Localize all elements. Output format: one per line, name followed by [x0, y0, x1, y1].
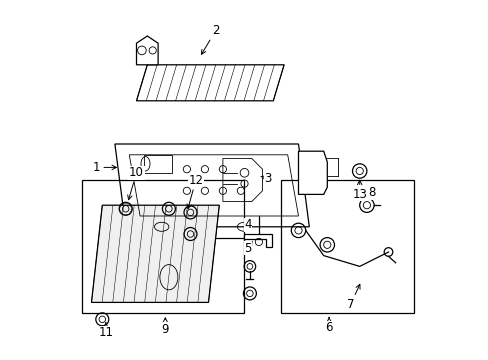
Text: 5: 5	[244, 241, 252, 255]
Text: 6: 6	[325, 318, 332, 334]
Text: 1: 1	[93, 161, 116, 174]
Polygon shape	[244, 234, 271, 247]
Polygon shape	[136, 36, 158, 65]
Text: 10: 10	[127, 166, 143, 200]
Polygon shape	[298, 151, 326, 194]
Polygon shape	[91, 205, 219, 302]
Text: 11: 11	[98, 323, 113, 339]
Polygon shape	[136, 65, 284, 101]
Text: 7: 7	[346, 284, 359, 311]
Text: 4: 4	[244, 219, 251, 231]
Text: 12: 12	[186, 174, 203, 209]
Polygon shape	[115, 144, 309, 227]
Text: 8: 8	[368, 186, 375, 200]
Text: 2: 2	[201, 24, 219, 54]
Text: 13: 13	[351, 180, 366, 201]
Text: 3: 3	[261, 172, 271, 185]
Text: 9: 9	[161, 318, 169, 336]
Bar	[82, 180, 244, 313]
Bar	[280, 180, 413, 313]
